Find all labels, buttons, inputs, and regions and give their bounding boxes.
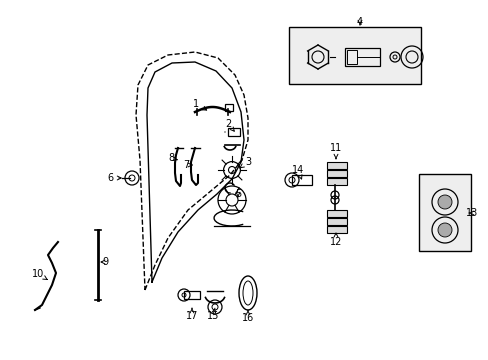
Text: 11: 11 (329, 143, 342, 159)
Bar (326, 210, 346, 217)
Bar (291, 175, 311, 185)
Bar (326, 218, 346, 225)
FancyBboxPatch shape (418, 174, 470, 251)
Text: 10: 10 (32, 269, 47, 279)
Text: 12: 12 (329, 233, 342, 247)
Circle shape (437, 223, 451, 237)
Text: 1: 1 (193, 99, 206, 110)
Text: 16: 16 (242, 310, 254, 323)
Text: 2: 2 (224, 119, 234, 131)
Text: 14: 14 (291, 165, 304, 179)
Bar (224, 104, 232, 111)
FancyBboxPatch shape (288, 27, 420, 84)
Bar (346, 50, 356, 64)
Text: 3: 3 (239, 157, 250, 168)
Bar (326, 162, 346, 169)
Text: 15: 15 (206, 308, 219, 321)
Text: 6: 6 (107, 173, 121, 183)
Bar (227, 128, 240, 136)
Text: 13: 13 (465, 208, 477, 218)
Text: 7: 7 (183, 160, 192, 170)
Circle shape (437, 195, 451, 209)
Bar (326, 178, 346, 185)
Text: 5: 5 (234, 189, 241, 199)
Text: 4: 4 (356, 17, 362, 27)
Bar (183, 291, 200, 299)
Text: 17: 17 (185, 308, 198, 321)
Bar (345, 48, 379, 66)
Bar (326, 226, 346, 233)
Text: 8: 8 (167, 153, 177, 163)
Bar (326, 170, 346, 177)
Text: 9: 9 (101, 257, 108, 267)
